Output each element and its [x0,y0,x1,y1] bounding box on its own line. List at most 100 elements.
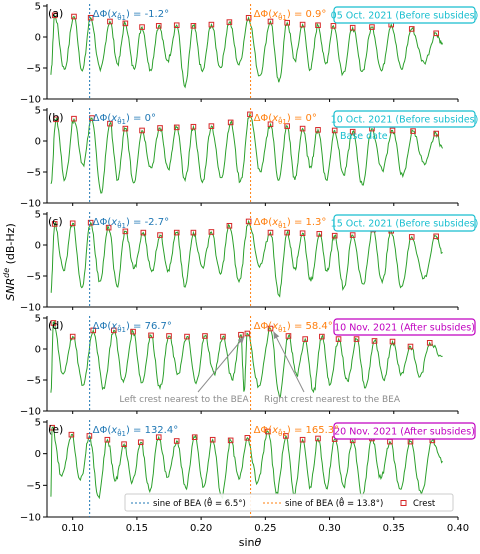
delta-label-1: ΔΦ(xθ̂1) = 132.4° [93,425,179,438]
crest-marker [267,121,274,128]
x-tick-label: 0.25 [254,523,276,534]
legend-label-bea1: sine of BEA (θ̂ = 6.5°) [153,496,246,509]
panel-b: −10 −5 0 5 (b) 10 Oct. 2021 (Before subsides)… [20,106,478,210]
crest-marker [87,219,94,226]
crest-marker [335,336,342,342]
date-box [333,6,476,24]
crest-marker [173,124,180,131]
x-tick-label: 0.10 [62,523,84,534]
date-box [333,422,476,440]
panel-e: −10 −5 0 5 0.10 0.15 0.20 0.25 0.30 0.35 0.40 (e) 20… [20,418,476,534]
panel-label: (c) [48,215,63,228]
crest-marker [190,23,197,29]
crest-marker [433,233,439,240]
crest-marker [315,127,321,133]
delta-label-2: ΔΦ(xθ̂1) = 1.3° [254,217,327,230]
crest-marker [302,336,308,342]
crest-marker [247,111,253,118]
crest-marker [284,123,290,129]
x-tick-label: 0.35 [383,523,405,534]
crest-marker [331,232,338,239]
date-box-text: 10 Nov. 2021 (After subsides) [334,323,475,334]
crest-marker [173,22,180,29]
crest-marker [371,338,378,344]
crest-marker [53,116,59,123]
base-date-text: Base date [340,131,388,142]
y-tick-label: 5 [35,106,41,117]
date-box-text: 05 Oct. 2021 (Before subsides) [331,11,479,22]
crest-marker [209,436,216,443]
panel-a: −10 −5 0 5 (a) 05 Oct. 2021 (Before subsides) [20,2,478,106]
crest-marker [208,21,215,28]
date-box-text: 20 Nov. 2021 (After subsides) [334,427,475,438]
y-tick-label: 5 [35,418,41,429]
crest-marker [299,230,306,237]
crest-marker [284,19,290,26]
crest-marker [267,18,274,25]
crest-marker [267,229,274,236]
crest-marker [157,125,163,131]
y-tick-label: −10 [20,199,41,210]
date-box [333,318,476,336]
delta-label-1: ΔΦ(xθ̂1) = 0° [93,113,156,126]
crest-marker [190,229,197,236]
crest-marker [227,437,234,444]
delta-label-1: ΔΦ(xθ̂1) = -1.2° [93,9,169,22]
crest-marker [50,320,57,326]
crest-marker [284,229,290,236]
y-axis-label: SNRde (dB-Hz) [2,223,17,300]
crest-marker [71,115,77,122]
y-tick-label: −10 [20,95,41,106]
crest-marker [267,325,274,332]
y-tick-label: 0 [35,137,41,148]
crest-marker [107,18,113,25]
crest-marker [69,220,76,227]
crest-marker [105,224,112,231]
crest-marker [110,327,117,334]
crest-marker [173,229,180,236]
date-box [333,110,476,128]
crest-marker [51,12,58,19]
y-tick-label: −5 [26,64,41,75]
left-crest-annotation: Left crest nearest to the BEA [119,395,249,405]
crest-marker [244,330,251,337]
crest-marker [87,14,94,21]
crest-marker [299,125,306,132]
y-tick-label: −5 [26,272,41,283]
legend-label-bea2: sine of BEA (θ̂ = 13.8°) [285,496,383,509]
crest-marker [190,123,197,130]
y-tick-label: 0 [35,449,41,460]
panel-d: −10 −5 0 5 (d) 10 Nov. 2021 (After subsides) [20,314,476,418]
snr-series-line [50,112,444,194]
x-axis-label: sinθ [239,536,262,549]
crest-marker [122,125,129,132]
delta-label-2: ΔΦ(xθ̂1) = 0° [254,113,317,126]
snr-series-line [50,426,443,500]
panel-label: (b) [48,111,64,124]
crest-marker [148,332,154,339]
crest-marker [349,24,356,31]
crest-marker [49,424,55,431]
crest-marker [426,340,433,346]
snr-series-line [50,320,443,398]
delta-label-2: ΔΦ(xθ̂1) = 165.3° [254,425,340,438]
crest-marker [208,123,215,129]
crest-marker [315,22,321,29]
panel-label: (a) [48,7,63,20]
legend-swatch-crest [400,500,407,506]
delta-label-1: ΔΦ(xθ̂1) = -2.7° [93,217,169,230]
panel-c: −10 −5 0 5 (c) 15 Oct. 2021 (Before subsides) [20,210,478,314]
crest-marker [433,30,439,37]
y-tick-label: 0 [35,345,41,356]
y-tick-label: 0 [35,33,41,44]
y-tick-label: 0 [35,241,41,252]
crest-marker [90,327,97,334]
panel-label: (d) [48,319,64,332]
crest-marker [220,333,226,340]
date-box-text: 10 Oct. 2021 (Before subsides) [331,115,479,126]
delta-label-1: ΔΦ(xθ̂1) = 76.7° [93,321,172,334]
crest-marker [130,328,136,335]
legend-label-crest: Crest [413,499,436,509]
x-tick-label: 0.30 [318,523,340,534]
